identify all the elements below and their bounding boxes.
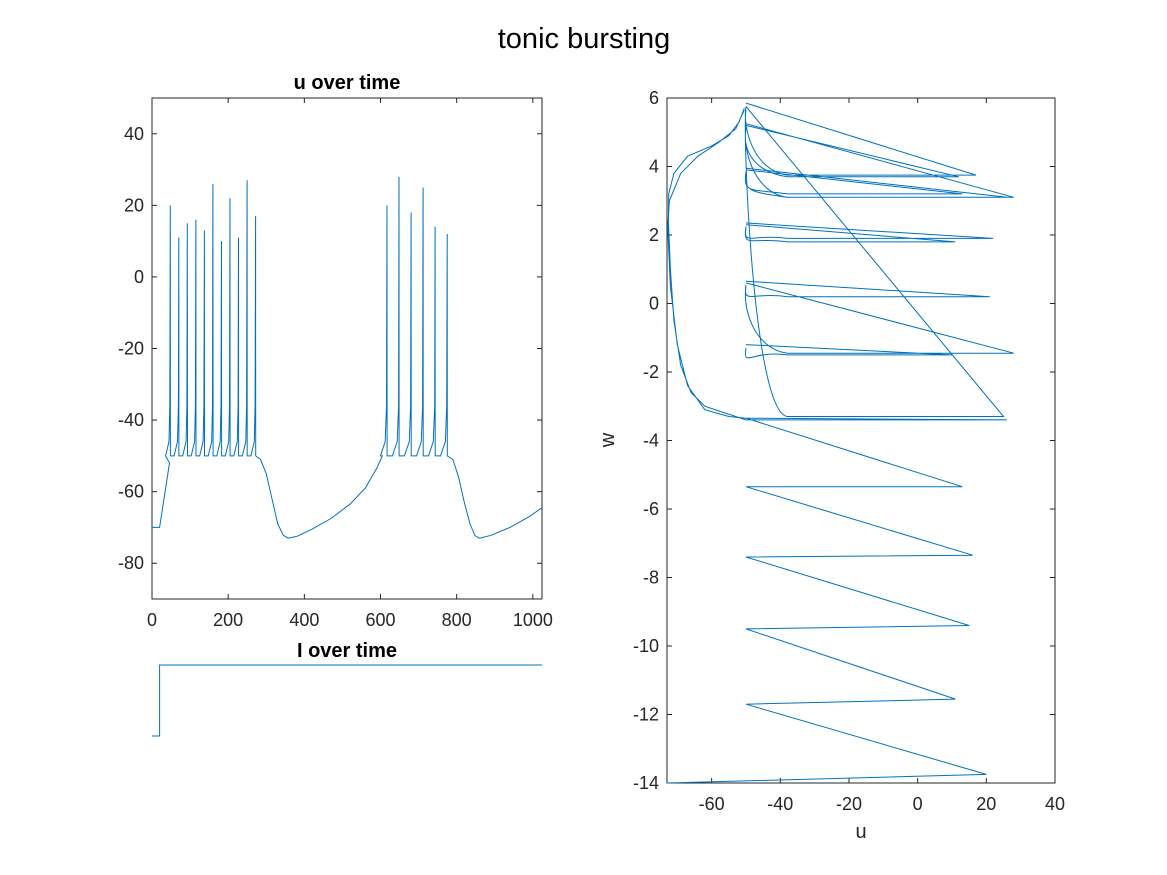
u-ytick-label: -60 bbox=[118, 482, 144, 502]
p-ytick-label: -10 bbox=[633, 636, 659, 656]
p-ytick-label: -4 bbox=[643, 431, 659, 451]
p-xtick-label: -40 bbox=[767, 794, 793, 814]
p-xtick-label: 20 bbox=[976, 794, 996, 814]
p-ytick-label: 4 bbox=[649, 157, 659, 177]
u-xtick-label: 600 bbox=[365, 610, 395, 630]
u-over-time-axes: u over time 0 200 400 600 800 1000-80-60-40-2… bbox=[118, 72, 553, 630]
i-series-line bbox=[152, 664, 542, 737]
u-xtick-label: 400 bbox=[289, 610, 319, 630]
phase-axes-box bbox=[666, 97, 1056, 784]
u-ytick-label: -20 bbox=[118, 339, 144, 359]
u-ytick-label: -40 bbox=[118, 410, 144, 430]
p-xtick-label: -60 bbox=[699, 794, 725, 814]
i-over-time-axes: I over time bbox=[152, 640, 542, 737]
u-ytick-label: -80 bbox=[118, 553, 144, 573]
u-axes-box bbox=[151, 97, 543, 600]
u-xtick-label: 200 bbox=[213, 610, 243, 630]
u-ytick-label: 20 bbox=[124, 195, 144, 215]
p-ytick-label: 2 bbox=[649, 225, 659, 245]
p-xtick-label: 0 bbox=[913, 794, 923, 814]
p-ytick-label: -6 bbox=[643, 499, 659, 519]
p-xtick-label: 40 bbox=[1045, 794, 1065, 814]
phase-xlabel: u bbox=[855, 821, 866, 843]
u-ytick-label: 40 bbox=[124, 124, 144, 144]
u-series-line bbox=[152, 176, 543, 539]
u-xtick-label: 0 bbox=[147, 610, 157, 630]
u-over-time-title: u over time bbox=[294, 72, 401, 94]
p-ytick-label: -12 bbox=[633, 705, 659, 725]
u-xtick-label: 800 bbox=[442, 610, 472, 630]
figure-title: tonic bursting bbox=[498, 23, 671, 55]
u-axes-ticks: 0 200 400 600 800 1000 -80 -60 -40 -20 0 20 40 bbox=[118, 98, 553, 630]
phase-series-line bbox=[666, 102, 1014, 784]
p-ytick-label: -14 bbox=[633, 773, 659, 793]
i-over-time-title: I over time bbox=[297, 640, 397, 662]
p-ytick-label: 6 bbox=[649, 88, 659, 108]
p-ytick-label: -8 bbox=[643, 568, 659, 588]
phase-ylabel: w bbox=[597, 432, 619, 448]
p-xtick-label: -20 bbox=[836, 794, 862, 814]
u-xtick-label: 1000 bbox=[513, 610, 553, 630]
p-ytick-label: 0 bbox=[649, 294, 659, 314]
u-ytick-label: 0 bbox=[134, 267, 144, 287]
p-ytick-label: -2 bbox=[643, 362, 659, 382]
